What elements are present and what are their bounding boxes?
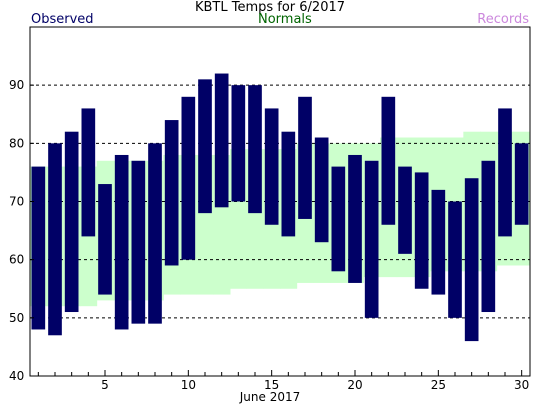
observed-bar — [348, 154, 362, 283]
observed-bar — [181, 96, 196, 260]
observed-bar — [231, 85, 246, 202]
observed-bar — [448, 201, 462, 318]
y-tick-label: 40 — [9, 369, 24, 383]
observed-bar — [114, 154, 129, 330]
x-tick-label: 10 — [181, 378, 196, 392]
observed-bar — [398, 166, 412, 254]
observed-bar — [164, 120, 179, 266]
observed-bar — [314, 137, 329, 243]
x-tick-label: 15 — [264, 378, 279, 392]
legend-normals: Normals — [258, 12, 312, 27]
observed-bar — [81, 108, 96, 237]
observed-bar — [414, 172, 429, 289]
y-tick-label: 50 — [9, 311, 24, 325]
observed-bar — [498, 108, 512, 237]
y-tick-label: 60 — [9, 253, 24, 267]
observed-bar — [264, 108, 279, 225]
x-tick-label: 25 — [431, 378, 446, 392]
observed-bar — [281, 131, 296, 237]
observed-bar — [98, 184, 112, 295]
x-tick-label: 5 — [101, 378, 109, 392]
observed-bar — [464, 178, 479, 342]
x-axis: 5 10 15 20 25 30 — [37, 370, 529, 392]
observed-bar — [64, 131, 79, 313]
observed-bar — [481, 160, 496, 313]
observed-bar — [331, 166, 346, 272]
y-tick-label: 90 — [9, 78, 24, 92]
y-axis: 40 50 60 70 80 90 — [9, 78, 34, 383]
observed-bar — [298, 96, 312, 219]
observed-bar — [248, 85, 262, 214]
y-tick-label: 70 — [9, 195, 24, 209]
observed-bar — [31, 166, 46, 330]
legend-observed: Observed — [31, 12, 94, 27]
chart-title: KBTL Temps for 6/2017 — [194, 0, 346, 15]
observed-bar — [381, 96, 396, 225]
observed-bar — [214, 73, 229, 208]
x-tick-label: 30 — [514, 378, 529, 392]
observed-bars — [31, 73, 529, 342]
legend-records: Records — [477, 12, 529, 27]
x-tick-label: 20 — [347, 378, 362, 392]
observed-bar — [364, 160, 379, 318]
x-axis-label: June 2017 — [239, 390, 301, 404]
gridlines — [30, 84, 530, 319]
observed-bar — [198, 79, 212, 214]
observed-bar — [131, 160, 146, 324]
observed-bar — [431, 189, 446, 295]
y-tick-label: 80 — [9, 136, 24, 150]
observed-bar — [148, 143, 162, 324]
observed-bar — [48, 143, 62, 336]
observed-bar — [514, 143, 529, 225]
